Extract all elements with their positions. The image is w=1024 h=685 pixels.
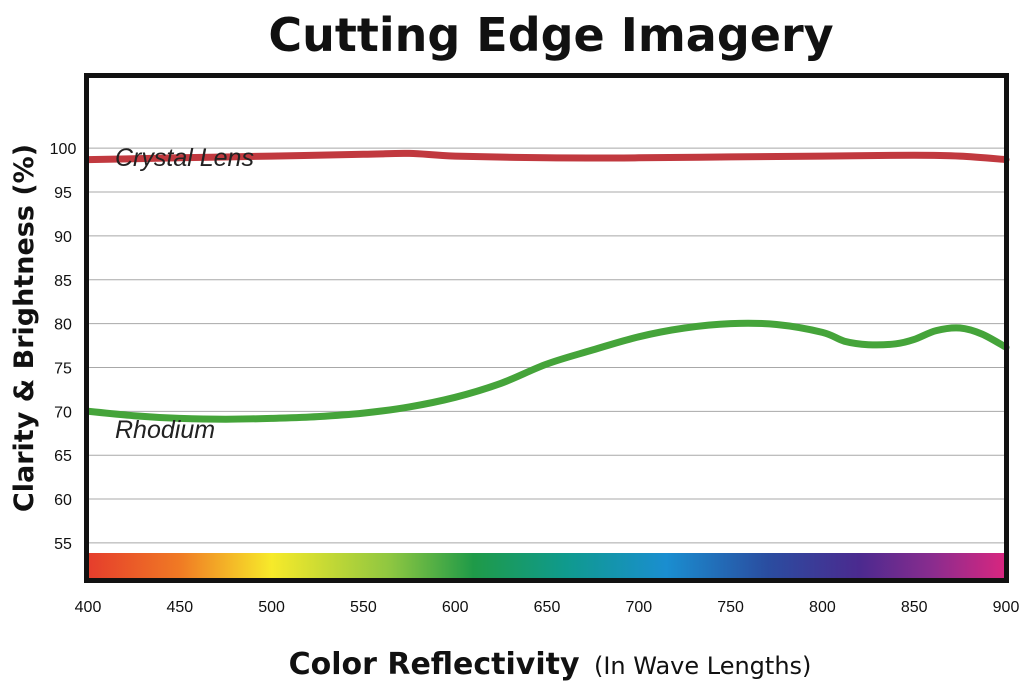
y-tick-label: 65: [54, 448, 72, 465]
plot-frame: [84, 73, 1009, 583]
x-tick-label: 650: [534, 599, 561, 616]
y-tick-label: 55: [54, 536, 72, 553]
y-tick-label: 70: [54, 404, 72, 421]
x-axis-label-main: Color Reflectivity: [289, 647, 580, 682]
x-tick-label: 900: [993, 599, 1020, 616]
x-tick-label: 500: [258, 599, 285, 616]
x-tick-label: 550: [350, 599, 377, 616]
x-tick-label: 750: [717, 599, 744, 616]
y-tick-label: 95: [54, 185, 72, 202]
series-line-crystal-lens: [84, 149, 1010, 164]
x-tick-label: 700: [625, 599, 652, 616]
series-line-rhodium: [84, 319, 1010, 423]
x-axis-label: Color Reflectivity (In Wave Lengths): [289, 647, 812, 682]
series-label-crystal-lens: Crystal Lens: [115, 144, 254, 172]
y-tick-label: 100: [50, 141, 77, 158]
y-tick-label: 60: [54, 492, 72, 509]
spectrum-bar: [88, 553, 1006, 578]
y-tick-label: 75: [54, 360, 72, 377]
x-tick-labels: 400 450 500 550 600 650 700 750 800 850 900: [75, 599, 1020, 616]
y-tick-label: 80: [54, 317, 72, 334]
x-axis-label-note: (In Wave Lengths): [594, 652, 811, 680]
y-tick-label: 90: [54, 229, 72, 246]
y-axis-label: Clarity & Brightness (%): [9, 144, 40, 512]
x-tick-label: 850: [901, 599, 928, 616]
x-tick-label: 800: [809, 599, 836, 616]
y-tick-labels: 55 60 65 70 75 80 85 90 95 100: [50, 141, 77, 553]
series-layer: [84, 149, 1010, 423]
x-tick-label: 450: [166, 599, 193, 616]
series-label-rhodium: Rhodium: [115, 416, 215, 444]
chart-title: Cutting Edge Imagery: [268, 8, 833, 62]
x-tick-label: 600: [442, 599, 469, 616]
y-tick-label: 85: [54, 273, 72, 290]
x-tick-label: 400: [75, 599, 102, 616]
